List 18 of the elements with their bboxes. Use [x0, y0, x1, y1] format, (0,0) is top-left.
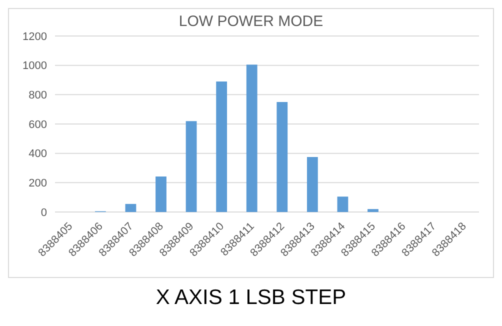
y-tick-label: 800 — [28, 90, 47, 102]
bar — [186, 121, 197, 212]
y-tick-label: 1200 — [22, 30, 47, 43]
y-tick-label: 0 — [40, 206, 47, 219]
bar — [216, 81, 228, 212]
bar — [246, 64, 258, 212]
x-axis-title: X AXIS 1 LSB STEP — [154, 286, 348, 310]
bar — [368, 209, 378, 212]
chart-title: LOW POWER MODE — [178, 13, 324, 30]
bar — [306, 157, 318, 212]
y-tick-label: 200 — [28, 178, 47, 190]
y-tick-label: 1000 — [22, 60, 47, 72]
bar — [156, 176, 166, 212]
bar — [276, 102, 288, 212]
bar — [125, 204, 136, 212]
y-tick-label: 400 — [28, 148, 47, 160]
bar — [337, 196, 348, 212]
y-tick-label: 600 — [28, 118, 47, 131]
